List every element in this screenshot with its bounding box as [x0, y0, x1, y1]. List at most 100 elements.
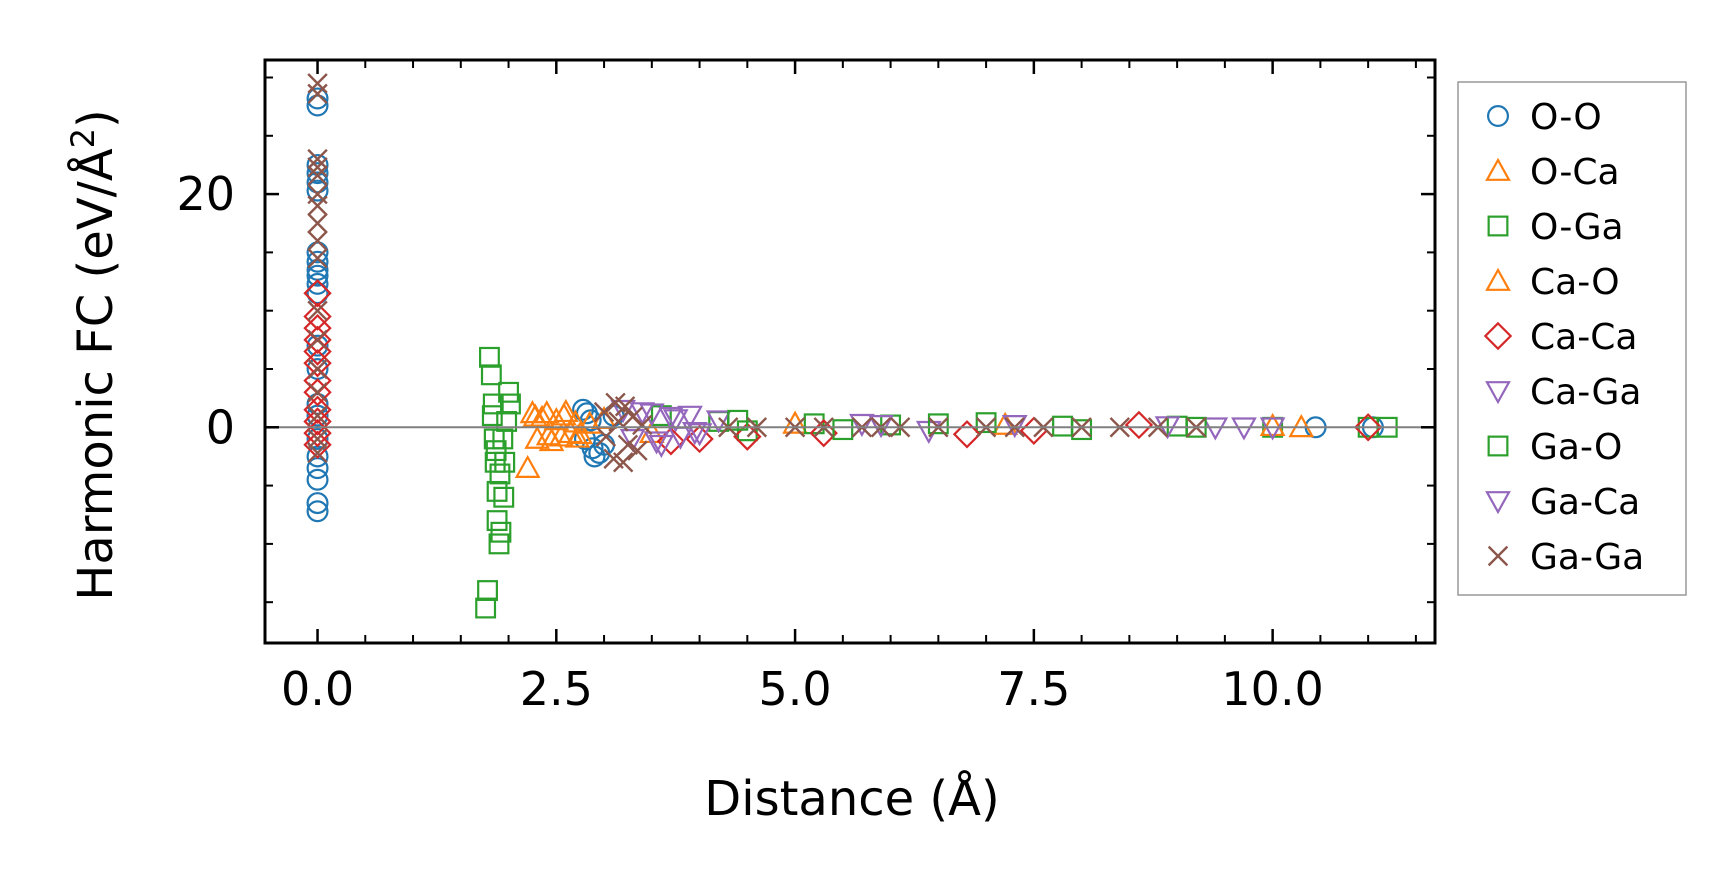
- point-o-o: [306, 87, 329, 110]
- x-stroke: [595, 426, 617, 447]
- x-stroke: [617, 434, 639, 455]
- legend-marker-ga-ga: [1487, 545, 1509, 567]
- point-o-o: [306, 468, 329, 491]
- point-ca-ga: [686, 423, 713, 447]
- legend-entry-ca-ca: Ca-Ca: [1483, 317, 1637, 358]
- x-stroke: [614, 396, 636, 417]
- point-ga-ga: [307, 83, 328, 105]
- point-ga-ga: [307, 248, 328, 269]
- x-stroke: [307, 73, 328, 94]
- legend-label-ga-o: Ga-O: [1530, 427, 1622, 468]
- x-stroke: [307, 148, 328, 170]
- point-ga-ga: [307, 165, 328, 186]
- x-stroke: [632, 414, 653, 436]
- x-stroke: [627, 440, 648, 461]
- point-ca-ca: [952, 420, 982, 449]
- point-o-ga: [490, 521, 512, 543]
- x-stroke: [307, 83, 328, 105]
- point-o-ga: [498, 381, 520, 403]
- point-ga-o: [489, 463, 511, 485]
- legend-marker-ga-o: [1487, 435, 1509, 457]
- legend-marker-o-ga: [1487, 215, 1509, 237]
- point-o-o: [306, 171, 329, 194]
- point-o-ga: [493, 486, 515, 508]
- point-o-o: [581, 437, 604, 460]
- x-stroke: [307, 405, 328, 426]
- point-ga-o: [927, 413, 949, 435]
- y-tick-label: 20: [176, 167, 235, 221]
- point-ga-ga: [307, 213, 328, 234]
- point-o-ga: [486, 480, 508, 502]
- point-ca-o: [551, 402, 577, 426]
- point-ca-ga: [1202, 417, 1229, 441]
- point-ca-o: [1259, 412, 1286, 437]
- x-stroke: [593, 401, 615, 423]
- point-o-o: [306, 94, 329, 117]
- legend-entry-o-ga: O-Ga: [1487, 207, 1624, 248]
- point-ga-ga: [307, 230, 328, 251]
- point-ga-ga: [632, 414, 653, 436]
- legend-marker-ca-o: [1485, 267, 1511, 291]
- x-stroke: [605, 392, 626, 414]
- x-stroke: [307, 442, 328, 464]
- legend-entry-o-ca: O-Ca: [1485, 152, 1620, 193]
- point-o-o: [306, 500, 329, 523]
- legend-label-o-o: O-O: [1530, 97, 1602, 138]
- point-o-ga: [475, 597, 497, 619]
- legend-label-ga-ca: Ga-Ca: [1530, 482, 1640, 523]
- point-ga-ca: [662, 409, 689, 433]
- x-tick-label: 0.0: [281, 662, 354, 716]
- point-ca-ca: [303, 325, 332, 355]
- point-o-ga: [477, 580, 498, 601]
- legend-entry-ga-o: Ga-O: [1487, 427, 1622, 468]
- point-ga-ga: [614, 396, 636, 417]
- legend-label-ca-ga: Ca-Ga: [1530, 372, 1641, 413]
- legend-marker-ca-ca: [1483, 321, 1513, 351]
- point-o-o: [306, 162, 329, 185]
- point-ca-ca: [1353, 413, 1383, 442]
- x-stroke: [1487, 545, 1509, 567]
- point-ga-ga: [617, 434, 639, 455]
- point-o-o: [306, 250, 329, 273]
- point-ga-ga: [307, 148, 328, 170]
- point-o-ga: [500, 393, 521, 415]
- legend-label-o-ga: O-Ga: [1530, 207, 1624, 248]
- point-ga-ga: [307, 195, 328, 216]
- point-ga-ca: [643, 431, 670, 455]
- point-ga-ga: [307, 382, 328, 403]
- x-tick-label: 2.5: [520, 662, 593, 716]
- x-stroke: [307, 230, 328, 251]
- legend-marker-ca-ga: [1485, 381, 1511, 405]
- y-axis-label-close: ): [68, 109, 124, 128]
- point-ga-o: [727, 409, 749, 431]
- point-o-ga: [486, 510, 508, 532]
- point-o-ca: [782, 410, 808, 434]
- point-o-o: [306, 492, 329, 515]
- point-ca-ga: [705, 410, 732, 434]
- point-ga-ga: [307, 300, 328, 321]
- point-o-ga: [482, 393, 504, 415]
- point-o-ga: [496, 411, 518, 432]
- point-ga-o: [492, 428, 514, 450]
- x-stroke: [307, 329, 328, 351]
- point-ca-ga: [849, 413, 875, 438]
- y-tick-label: 0: [206, 400, 235, 454]
- point-ca-ca: [303, 430, 332, 459]
- point-ga-ga: [627, 440, 648, 461]
- point-o-o: [306, 179, 329, 202]
- point-o-o: [306, 272, 329, 295]
- point-ga-ga: [593, 401, 615, 423]
- point-ga-ga: [612, 452, 634, 473]
- point-o-ca: [524, 425, 551, 449]
- point-o-o: [306, 334, 329, 357]
- point-ga-o: [481, 405, 503, 427]
- point-ca-ca: [809, 418, 838, 448]
- legend-label-o-ca: O-Ca: [1530, 152, 1620, 193]
- point-o-ga: [1071, 419, 1093, 441]
- x-stroke: [307, 213, 328, 234]
- point-ga-ga: [307, 442, 328, 464]
- point-ca-o: [535, 422, 562, 446]
- point-ca-ga: [677, 405, 703, 429]
- point-ga-o: [1052, 415, 1073, 437]
- legend-marker-o-o: [1486, 104, 1509, 127]
